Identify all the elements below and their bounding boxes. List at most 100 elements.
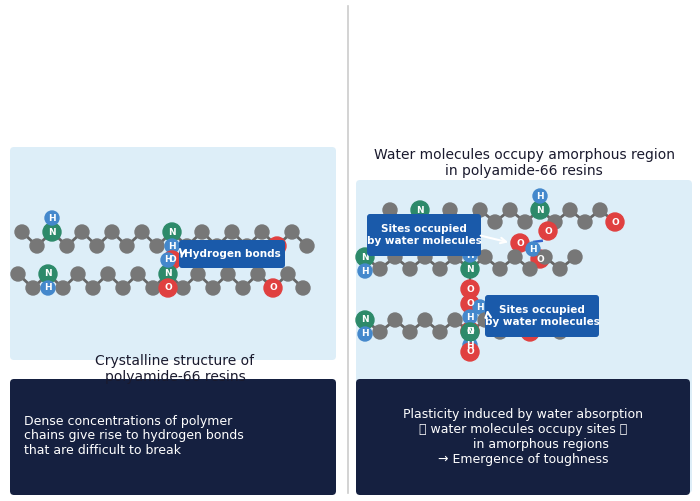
FancyBboxPatch shape: [367, 214, 481, 256]
Circle shape: [191, 267, 205, 281]
Circle shape: [448, 313, 462, 327]
Circle shape: [606, 213, 624, 231]
Circle shape: [461, 343, 479, 361]
FancyBboxPatch shape: [179, 240, 285, 268]
Circle shape: [210, 239, 224, 253]
Circle shape: [146, 281, 160, 295]
Circle shape: [461, 280, 479, 298]
Circle shape: [533, 203, 547, 217]
Circle shape: [403, 325, 417, 339]
Circle shape: [538, 313, 552, 327]
Text: N: N: [44, 270, 52, 279]
Circle shape: [75, 225, 89, 239]
Text: O: O: [466, 327, 474, 336]
Circle shape: [428, 215, 442, 229]
Text: H: H: [44, 284, 52, 293]
Circle shape: [356, 248, 374, 266]
Circle shape: [493, 325, 507, 339]
Circle shape: [473, 300, 487, 314]
Text: H: H: [164, 256, 172, 265]
Circle shape: [195, 225, 209, 239]
Circle shape: [418, 250, 432, 264]
Text: H: H: [416, 219, 424, 228]
Circle shape: [255, 225, 269, 239]
Circle shape: [221, 267, 235, 281]
Text: H: H: [361, 330, 369, 339]
FancyBboxPatch shape: [485, 295, 599, 337]
Circle shape: [161, 253, 175, 267]
Circle shape: [518, 215, 532, 229]
Text: O: O: [168, 256, 176, 265]
Text: O: O: [526, 328, 534, 337]
Circle shape: [163, 223, 181, 241]
Circle shape: [433, 262, 447, 276]
Circle shape: [266, 281, 280, 295]
Circle shape: [538, 250, 552, 264]
Circle shape: [458, 215, 472, 229]
Text: O: O: [516, 238, 524, 247]
Circle shape: [159, 279, 177, 297]
Circle shape: [568, 313, 582, 327]
Text: O: O: [466, 300, 474, 309]
Circle shape: [493, 262, 507, 276]
Circle shape: [101, 267, 115, 281]
Circle shape: [523, 262, 537, 276]
Circle shape: [461, 295, 479, 313]
Circle shape: [553, 325, 567, 339]
Circle shape: [56, 281, 70, 295]
Circle shape: [163, 251, 181, 269]
Text: N: N: [416, 205, 424, 214]
Circle shape: [463, 325, 477, 339]
Circle shape: [511, 234, 529, 252]
Circle shape: [358, 313, 372, 327]
Text: N: N: [168, 227, 176, 236]
Circle shape: [448, 250, 462, 264]
Text: N: N: [466, 265, 474, 274]
Circle shape: [120, 239, 134, 253]
FancyBboxPatch shape: [356, 379, 690, 495]
Circle shape: [358, 264, 372, 278]
Text: O: O: [466, 285, 474, 294]
Circle shape: [413, 217, 427, 231]
Circle shape: [488, 215, 502, 229]
Circle shape: [478, 313, 492, 327]
Circle shape: [478, 250, 492, 264]
Circle shape: [548, 215, 562, 229]
Text: H: H: [529, 244, 537, 254]
Circle shape: [461, 260, 479, 278]
Circle shape: [39, 265, 57, 283]
Circle shape: [105, 225, 119, 239]
Circle shape: [411, 201, 429, 219]
Circle shape: [531, 250, 549, 268]
Circle shape: [180, 239, 194, 253]
Text: N: N: [48, 227, 56, 236]
Text: Plasticity induced by water absorption
（ water molecules occupy sites ）
        : Plasticity induced by water absorption （…: [403, 408, 643, 466]
Circle shape: [508, 250, 522, 264]
Circle shape: [508, 313, 522, 327]
Circle shape: [281, 267, 295, 281]
Circle shape: [116, 281, 130, 295]
Text: Sites occupied
by water molecules: Sites occupied by water molecules: [484, 305, 599, 327]
Circle shape: [463, 338, 477, 352]
Circle shape: [159, 265, 177, 283]
Circle shape: [568, 250, 582, 264]
Circle shape: [388, 250, 402, 264]
Text: Hydrogen bonds: Hydrogen bonds: [183, 249, 281, 259]
Circle shape: [300, 239, 314, 253]
Circle shape: [358, 327, 372, 341]
Circle shape: [461, 322, 479, 340]
Text: H: H: [476, 303, 484, 312]
Circle shape: [43, 223, 61, 241]
Text: H: H: [361, 267, 369, 276]
Circle shape: [240, 239, 254, 253]
Text: O: O: [536, 255, 544, 264]
Circle shape: [86, 281, 100, 295]
Circle shape: [41, 281, 55, 295]
Text: H: H: [466, 313, 474, 322]
Circle shape: [433, 325, 447, 339]
FancyBboxPatch shape: [10, 379, 336, 495]
Circle shape: [165, 239, 179, 253]
Circle shape: [15, 225, 29, 239]
Circle shape: [526, 242, 540, 256]
Circle shape: [150, 239, 164, 253]
